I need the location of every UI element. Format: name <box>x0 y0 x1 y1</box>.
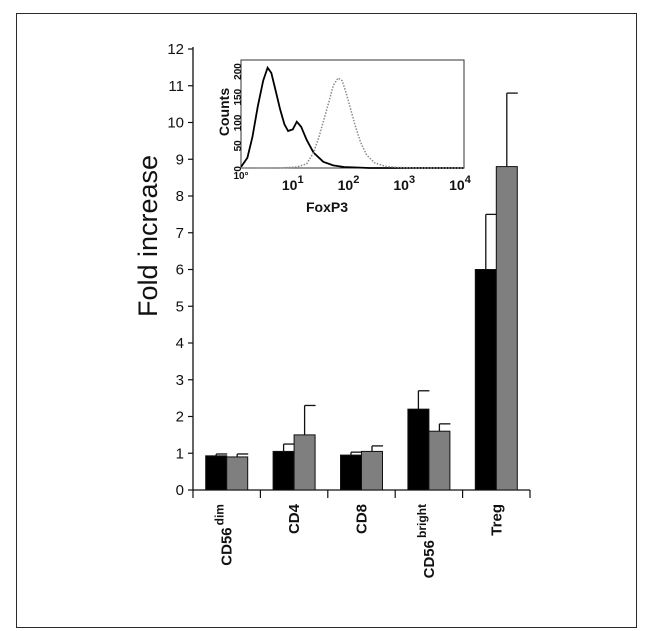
y-tick-label: 0 <box>176 482 184 499</box>
category-label: CD8 <box>354 504 371 534</box>
bar <box>495 166 518 491</box>
bar <box>361 450 383 491</box>
category-label: CD56 bright <box>415 504 438 578</box>
y-tick-label: 11 <box>168 78 184 95</box>
category-label-base: Treg <box>488 504 505 536</box>
y-tick-label: 9 <box>176 151 184 168</box>
category-label: Treg <box>488 504 505 536</box>
y-tick-label: 7 <box>176 225 184 242</box>
bar <box>293 434 316 491</box>
y-tick-label: 3 <box>176 372 184 389</box>
inset-x-axis-label: FoxP3 <box>306 199 348 215</box>
inset-x-tick-label: 103 <box>393 174 415 193</box>
inset-x-tick-base: 10 <box>449 177 465 193</box>
inset-x-tick-base: 10 <box>282 177 298 193</box>
inset-x-tick-label: 101 <box>282 174 304 193</box>
category-label-sup: bright <box>415 504 429 538</box>
y-tick-label: 10 <box>167 115 184 132</box>
inset-y-tick-label: 0 <box>233 166 244 172</box>
y-tick-label: 6 <box>176 262 184 279</box>
category-label-base: CD56 <box>219 527 236 565</box>
y-tick-label: 4 <box>176 335 184 352</box>
y-tick-label: 12 <box>167 41 184 58</box>
bar <box>226 456 249 491</box>
inset-y-tick-label: 200 <box>233 63 244 80</box>
inset-x-tick-label: 104 <box>449 174 472 193</box>
inset-y-tick-label: 150 <box>233 88 244 105</box>
histogram-line-foxp3 <box>241 76 464 169</box>
category-label-base: CD8 <box>354 504 371 534</box>
inset-y-tick-label: 50 <box>233 140 244 152</box>
y-axis-label: Fold increase <box>133 155 163 317</box>
y-tick-label: 5 <box>176 298 184 315</box>
inset-x-tick-exp: 3 <box>409 174 415 186</box>
bar <box>428 430 451 491</box>
inset-x-tick-label: 102 <box>338 174 360 193</box>
bar <box>407 408 430 491</box>
y-tick-label: 8 <box>176 188 184 205</box>
main-bars <box>205 92 518 491</box>
category-label: CD56 dim <box>213 504 236 566</box>
inset-x-tick-base: 10 <box>338 177 354 193</box>
category-label: CD4 <box>286 503 303 534</box>
category-label-sup: dim <box>213 504 227 525</box>
bar <box>340 454 362 491</box>
inset-y-tick-label: 100 <box>233 114 244 131</box>
inset-y-axis-label: Counts <box>216 88 232 136</box>
y-tick-label: 1 <box>176 445 184 462</box>
bar <box>205 455 228 491</box>
bar <box>272 450 295 491</box>
inset-x-tick-base: 10 <box>393 177 409 193</box>
category-label-base: CD4 <box>286 503 303 534</box>
inset-x-tick-exp: 1 <box>297 174 303 186</box>
category-label-base: CD56 <box>421 540 438 578</box>
inset-x-tick-exp: 4 <box>465 174 472 186</box>
bar <box>474 269 497 491</box>
inset-x-tick-label: 10° <box>233 171 248 182</box>
y-tick-label: 2 <box>176 409 184 426</box>
main-labels: Fold increase CD56 dim CD4 CD8 CD56 bright Treg <box>133 155 505 578</box>
inset-x-tick-exp: 2 <box>353 174 359 186</box>
histogram-line-control <box>240 65 464 169</box>
